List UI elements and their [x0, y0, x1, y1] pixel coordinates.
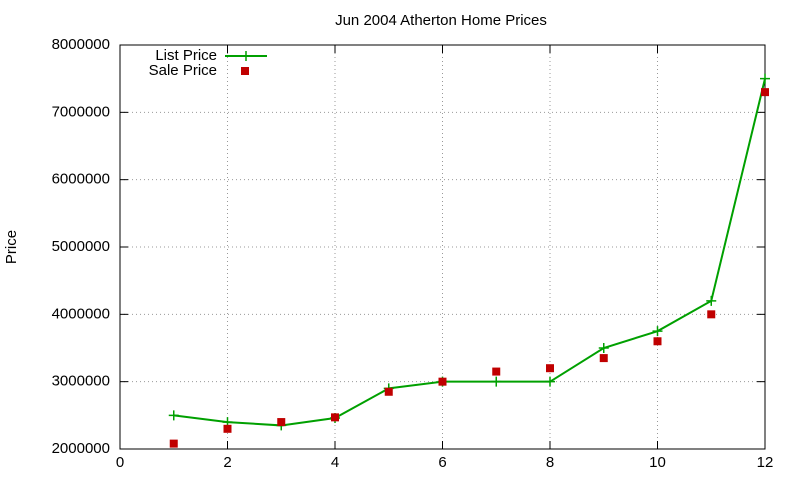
series-line — [173, 78, 766, 427]
y-tick-label: 7000000 — [52, 103, 110, 120]
point — [438, 377, 447, 386]
point — [545, 376, 555, 387]
x-tick-label: 6 — [438, 454, 446, 471]
point — [169, 439, 178, 448]
legend-marker — [241, 51, 251, 61]
legend-label: List Price — [155, 47, 217, 64]
y-tick-label: 8000000 — [52, 36, 110, 53]
x-tick-label: 0 — [116, 454, 124, 471]
y-tick-label: 3000000 — [52, 373, 110, 390]
y-axis-label: Price — [3, 230, 20, 264]
plot-border — [119, 44, 766, 450]
point — [492, 367, 501, 376]
point — [706, 295, 717, 306]
x-tick-label: 12 — [757, 454, 774, 471]
y-tick-label: 6000000 — [52, 171, 110, 188]
y-tick-label: 4000000 — [52, 305, 110, 322]
point — [707, 310, 716, 319]
x-tick-label: 8 — [546, 454, 554, 471]
point — [652, 326, 663, 337]
point — [599, 354, 608, 363]
point — [761, 88, 769, 97]
point — [277, 418, 286, 427]
point — [223, 424, 232, 433]
legend-marker — [241, 67, 249, 75]
x-tick-label: 2 — [223, 454, 231, 471]
point — [331, 413, 339, 422]
legend-label: Sale Price — [149, 62, 217, 79]
point — [491, 376, 502, 387]
point — [384, 387, 393, 396]
y-tick-label: 5000000 — [52, 238, 110, 255]
point — [168, 410, 179, 421]
x-tick-label: 10 — [649, 454, 666, 471]
chart-title: Jun 2004 Atherton Home Prices — [335, 12, 547, 29]
point — [598, 343, 609, 353]
point — [546, 364, 554, 373]
y-tick-label: 2000000 — [52, 440, 110, 457]
x-tick-label: 4 — [331, 454, 339, 471]
point — [653, 337, 662, 346]
point — [760, 73, 770, 84]
